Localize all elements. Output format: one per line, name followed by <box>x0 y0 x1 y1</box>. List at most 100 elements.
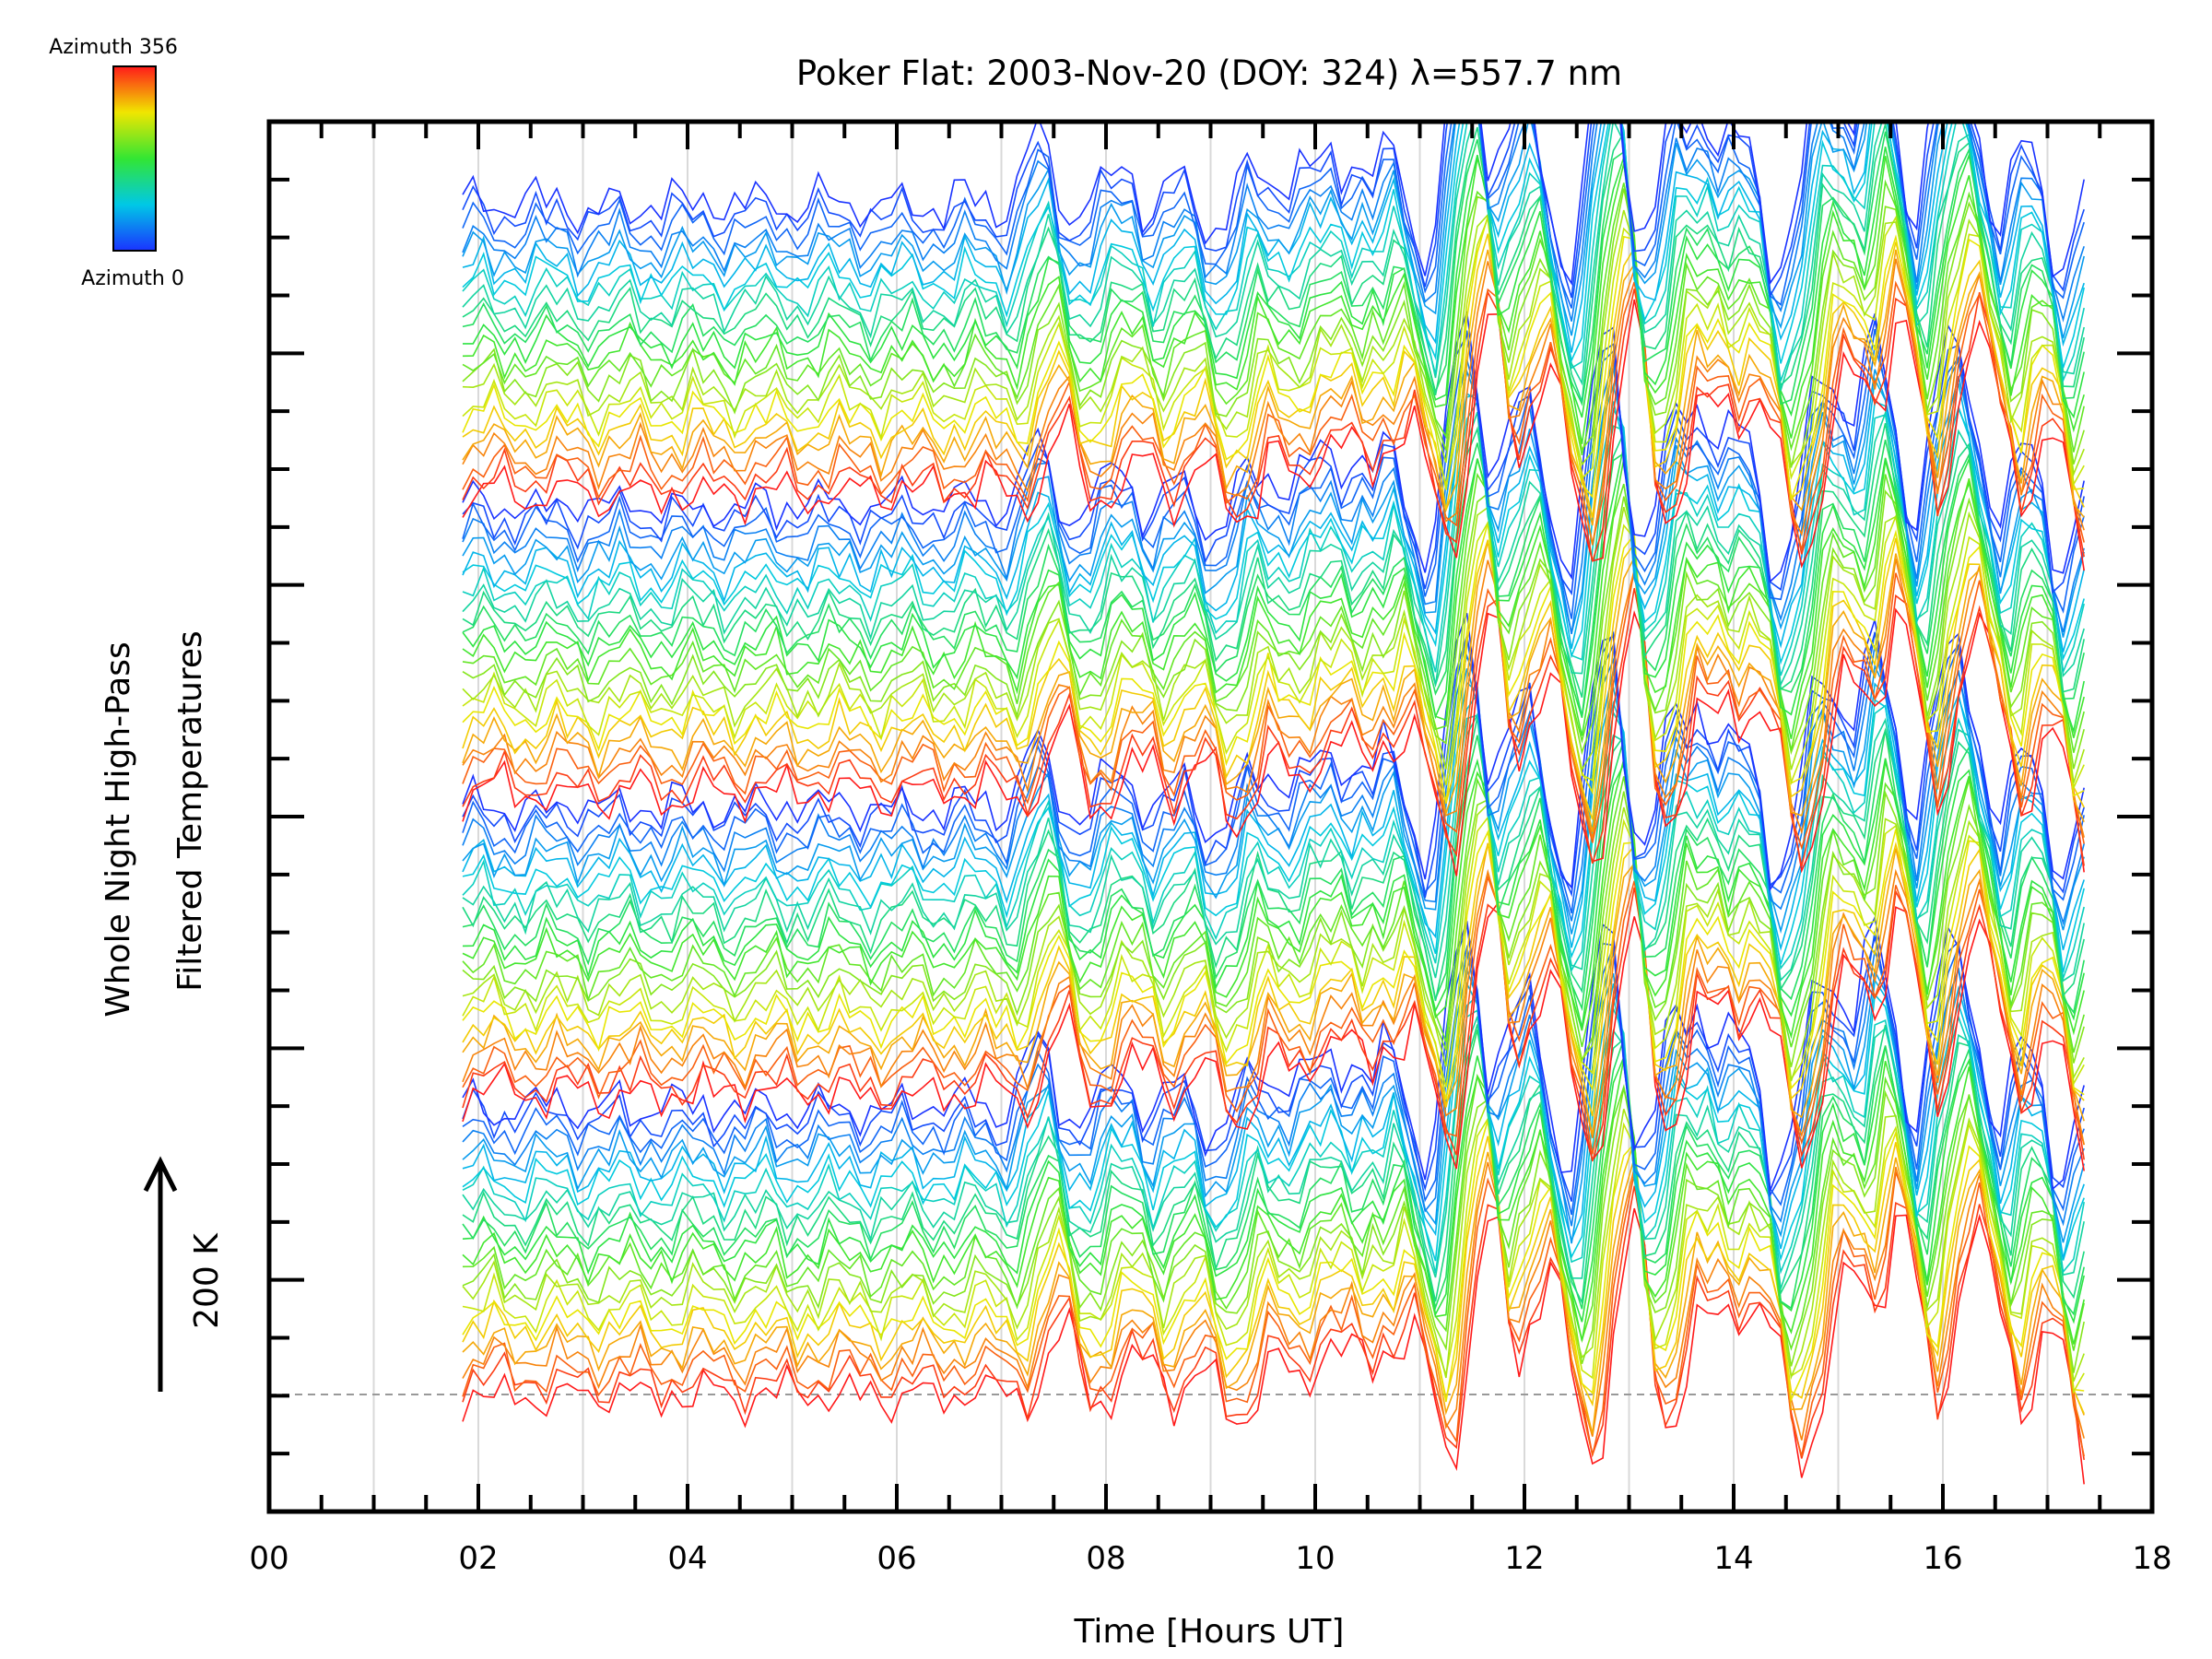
series-line <box>462 489 2085 770</box>
colorbar: Azimuth 356 Azimuth 0 <box>49 36 184 290</box>
series-line <box>462 887 2085 1162</box>
x-tick-label: 10 <box>1295 1540 1335 1577</box>
series-line <box>462 188 2085 468</box>
series-line <box>462 366 2085 638</box>
series-line <box>462 156 2085 444</box>
series-line <box>462 249 2085 526</box>
series-line <box>462 1058 2085 1345</box>
series-line <box>462 122 2085 353</box>
x-tick-label: 12 <box>1504 1540 1544 1577</box>
series-line <box>462 1100 2085 1382</box>
series-line <box>462 122 2085 299</box>
series-line <box>462 559 2085 839</box>
series-line <box>462 915 2085 1191</box>
x-tick-label: 06 <box>877 1540 916 1577</box>
series-line <box>462 122 2085 369</box>
series-line <box>462 440 2085 717</box>
series-line <box>462 717 2085 1001</box>
series-line <box>462 472 2085 753</box>
x-tick-label: 18 <box>2132 1540 2171 1577</box>
series-line <box>462 122 2085 391</box>
series-lines <box>462 122 2085 1485</box>
x-tick-label: 16 <box>1923 1540 1962 1577</box>
series-line <box>462 537 2085 820</box>
series-line <box>462 1116 2085 1394</box>
series-line <box>462 1161 2085 1441</box>
x-tick-label: 00 <box>249 1540 288 1577</box>
series-line <box>462 874 2085 1155</box>
series-line <box>462 1135 2085 1415</box>
series-line <box>463 147 2085 419</box>
series-line <box>462 842 2085 1135</box>
series-line <box>462 644 2085 926</box>
series-line <box>462 1185 2085 1461</box>
series-line <box>462 1016 2085 1289</box>
series-line <box>462 445 2085 735</box>
series-line <box>462 1120 2085 1403</box>
series-line <box>462 523 2085 803</box>
series-line <box>462 233 2085 518</box>
scale-annotation: 200 K <box>188 1232 226 1329</box>
series-line <box>462 570 2085 851</box>
series-line <box>462 1046 2085 1324</box>
series-line <box>462 299 2085 571</box>
series-line <box>462 900 2085 1171</box>
x-tick-label: 08 <box>1086 1540 1125 1577</box>
colorbar-bottom-label: Azimuth 0 <box>81 267 184 290</box>
tick-labels: 00 02 04 06 08 10 12 14 16 18 <box>249 1540 2171 1577</box>
series-line <box>462 131 2085 406</box>
y-axis-title-line1: Whole Night High-Pass <box>100 641 137 1018</box>
y-axis-title-line2: Filtered Temperatures <box>171 630 209 992</box>
series-line <box>462 344 2085 635</box>
series-line <box>462 122 2085 383</box>
series-line <box>462 1171 2085 1457</box>
series-line <box>462 1024 2085 1305</box>
series-line <box>462 931 2085 1216</box>
colorbar-top-label: Azimuth 356 <box>49 36 178 59</box>
series-line <box>462 967 2085 1244</box>
series-line <box>462 712 2085 982</box>
series-line <box>462 376 2085 653</box>
series-line <box>462 122 2085 309</box>
series-line <box>462 588 2085 866</box>
series-line <box>462 124 2085 402</box>
series-line <box>462 815 2085 1088</box>
series-line <box>462 859 2085 1146</box>
series-line <box>462 704 2085 979</box>
series-line <box>462 759 2085 1040</box>
series-line <box>462 506 2085 783</box>
series-line <box>462 122 2085 323</box>
series-line <box>462 829 2085 1100</box>
series-line <box>462 122 2085 286</box>
series-line <box>462 776 2085 1053</box>
ticks <box>267 120 2154 1513</box>
colorbar-gradient <box>112 65 157 252</box>
series-line <box>462 607 2085 877</box>
series-line <box>462 1207 2085 1485</box>
series-line <box>462 630 2085 899</box>
scale-arrow-head <box>143 1156 178 1193</box>
x-tick-label: 04 <box>667 1540 707 1577</box>
x-axis-title: Time [Hours UT] <box>1074 1613 1345 1651</box>
series-line <box>462 1074 2085 1351</box>
series-line <box>462 758 2085 1029</box>
series-line <box>462 513 2085 791</box>
series-line <box>462 458 2085 739</box>
series-line <box>462 729 2085 1015</box>
chart-title: Poker Flat: 2003-Nov-20 (DOY: 324) λ=557… <box>796 53 1622 93</box>
series-line <box>462 258 2085 546</box>
series-line <box>462 399 2085 677</box>
series-line <box>462 1006 2085 1275</box>
x-tick-label: 02 <box>458 1540 498 1577</box>
series-line <box>462 841 2085 1117</box>
series-line <box>462 393 2085 665</box>
series-line <box>462 423 2085 698</box>
series-line <box>462 215 2085 490</box>
series-line <box>462 288 2085 562</box>
scale-arrow: 200 K <box>143 1156 226 1392</box>
x-tick-label: 14 <box>1713 1540 1753 1577</box>
series-line <box>462 790 2085 1067</box>
series-line <box>462 1030 2085 1316</box>
series-line <box>462 1151 2085 1435</box>
